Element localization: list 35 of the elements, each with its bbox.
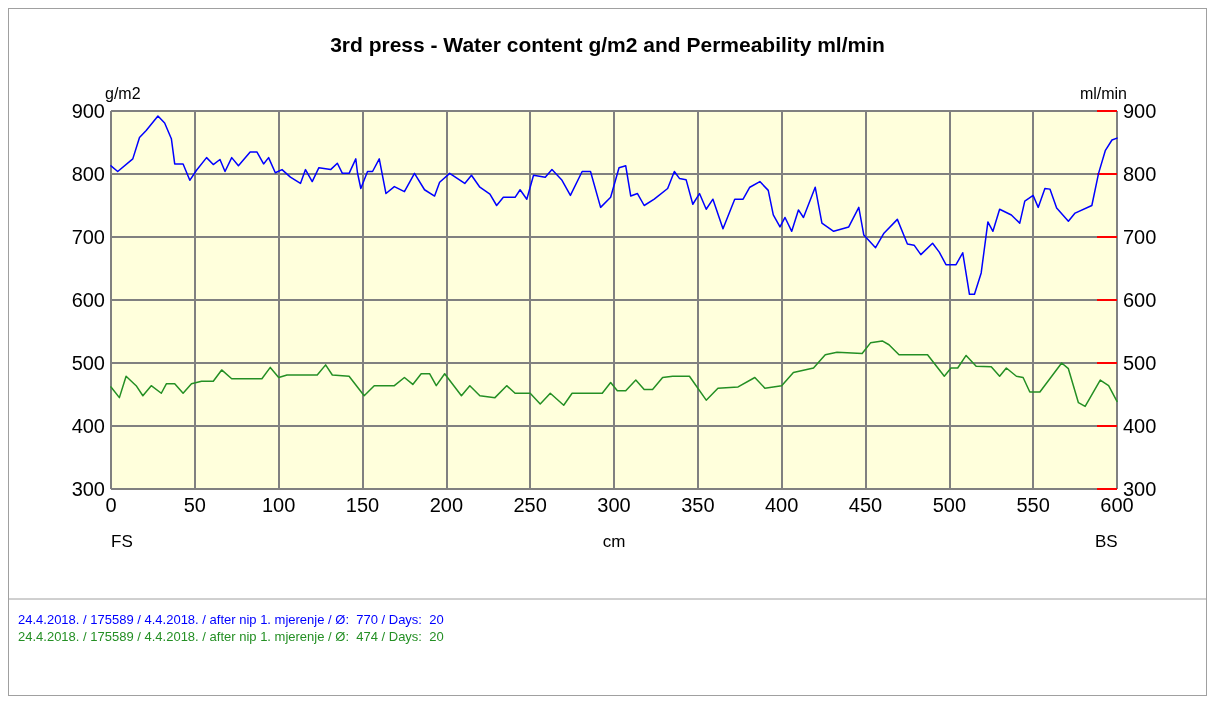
x-tick-label: 500 <box>932 494 967 516</box>
x-tick-label: 0 <box>105 494 117 516</box>
x-tick-label: 550 <box>1016 494 1050 516</box>
y2-tick-label: 800 <box>1123 163 1157 185</box>
text: BS <box>1095 532 1118 551</box>
x-tick-label: 200 <box>429 494 464 516</box>
text: 24.4.2018. / 175589 / 4.4.2018. / after nip 1. mjerenje / Ø: 770 / Days: 20 <box>18 611 444 627</box>
x-tick-label: 300 <box>597 494 631 516</box>
y-tick-label: 500 <box>71 352 105 374</box>
text: 24.4.2018. / 175589 / 4.4.2018. / after nip 1. mjerenje / Ø: 474 / Days: 20 <box>18 629 444 644</box>
x-axis-title: cm <box>602 532 626 551</box>
y2-tick-label: 400 <box>1123 415 1157 437</box>
y-tick-label: 800 <box>71 163 105 185</box>
x-tick-label: 250 <box>513 494 547 516</box>
y2-tick-label: 700 <box>1123 226 1157 248</box>
y-tick-label: 700 <box>71 226 105 248</box>
y-tick-label: 400 <box>71 415 105 437</box>
text: FS <box>111 532 133 551</box>
line-series <box>110 340 1118 408</box>
x-tick-label: 50 <box>183 494 206 516</box>
x-tick-label: 350 <box>681 494 715 516</box>
y2-tick-label: 500 <box>1123 352 1157 374</box>
y2-tick-label: 600 <box>1123 289 1157 311</box>
line-series <box>110 115 1118 296</box>
y2-tick-label: 900 <box>1123 100 1157 122</box>
y2-axis-title: ml/min <box>1079 84 1127 102</box>
y-axis-title: g/m2 <box>105 84 141 102</box>
y-tick-label: 600 <box>71 289 105 311</box>
chart-title: 3rd press - Water content g/m2 and Permeability ml/min <box>330 33 885 56</box>
x-tick-label: 450 <box>848 494 883 516</box>
x-tick-label: 400 <box>764 494 799 516</box>
x-tick-label: 100 <box>261 494 296 516</box>
y-tick-label: 300 <box>71 478 105 500</box>
y-tick-label: 900 <box>71 100 105 122</box>
x-tick-label: 150 <box>345 494 380 516</box>
